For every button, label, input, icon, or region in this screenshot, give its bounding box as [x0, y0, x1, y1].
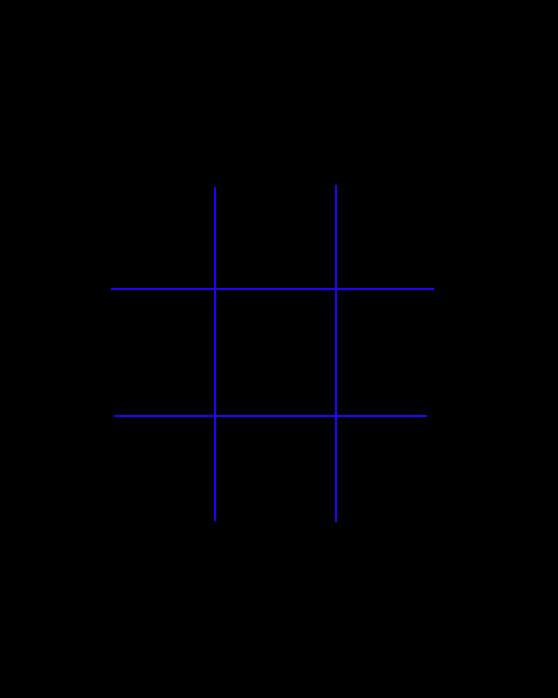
- board-cell-r2-c1[interactable]: [111, 289, 215, 416]
- board-cell-r1-c2[interactable]: [215, 187, 336, 289]
- board-cell-r3-c1[interactable]: [111, 416, 215, 521]
- board-cell-r2-c3[interactable]: [336, 289, 434, 416]
- board-cell-r3-c3[interactable]: [336, 416, 434, 521]
- board-cell-r2-c2[interactable]: [215, 289, 336, 416]
- board-cell-r1-c3[interactable]: [336, 187, 434, 289]
- board-cell-r3-c2[interactable]: [215, 416, 336, 521]
- board-cell-r1-c1[interactable]: [111, 187, 215, 289]
